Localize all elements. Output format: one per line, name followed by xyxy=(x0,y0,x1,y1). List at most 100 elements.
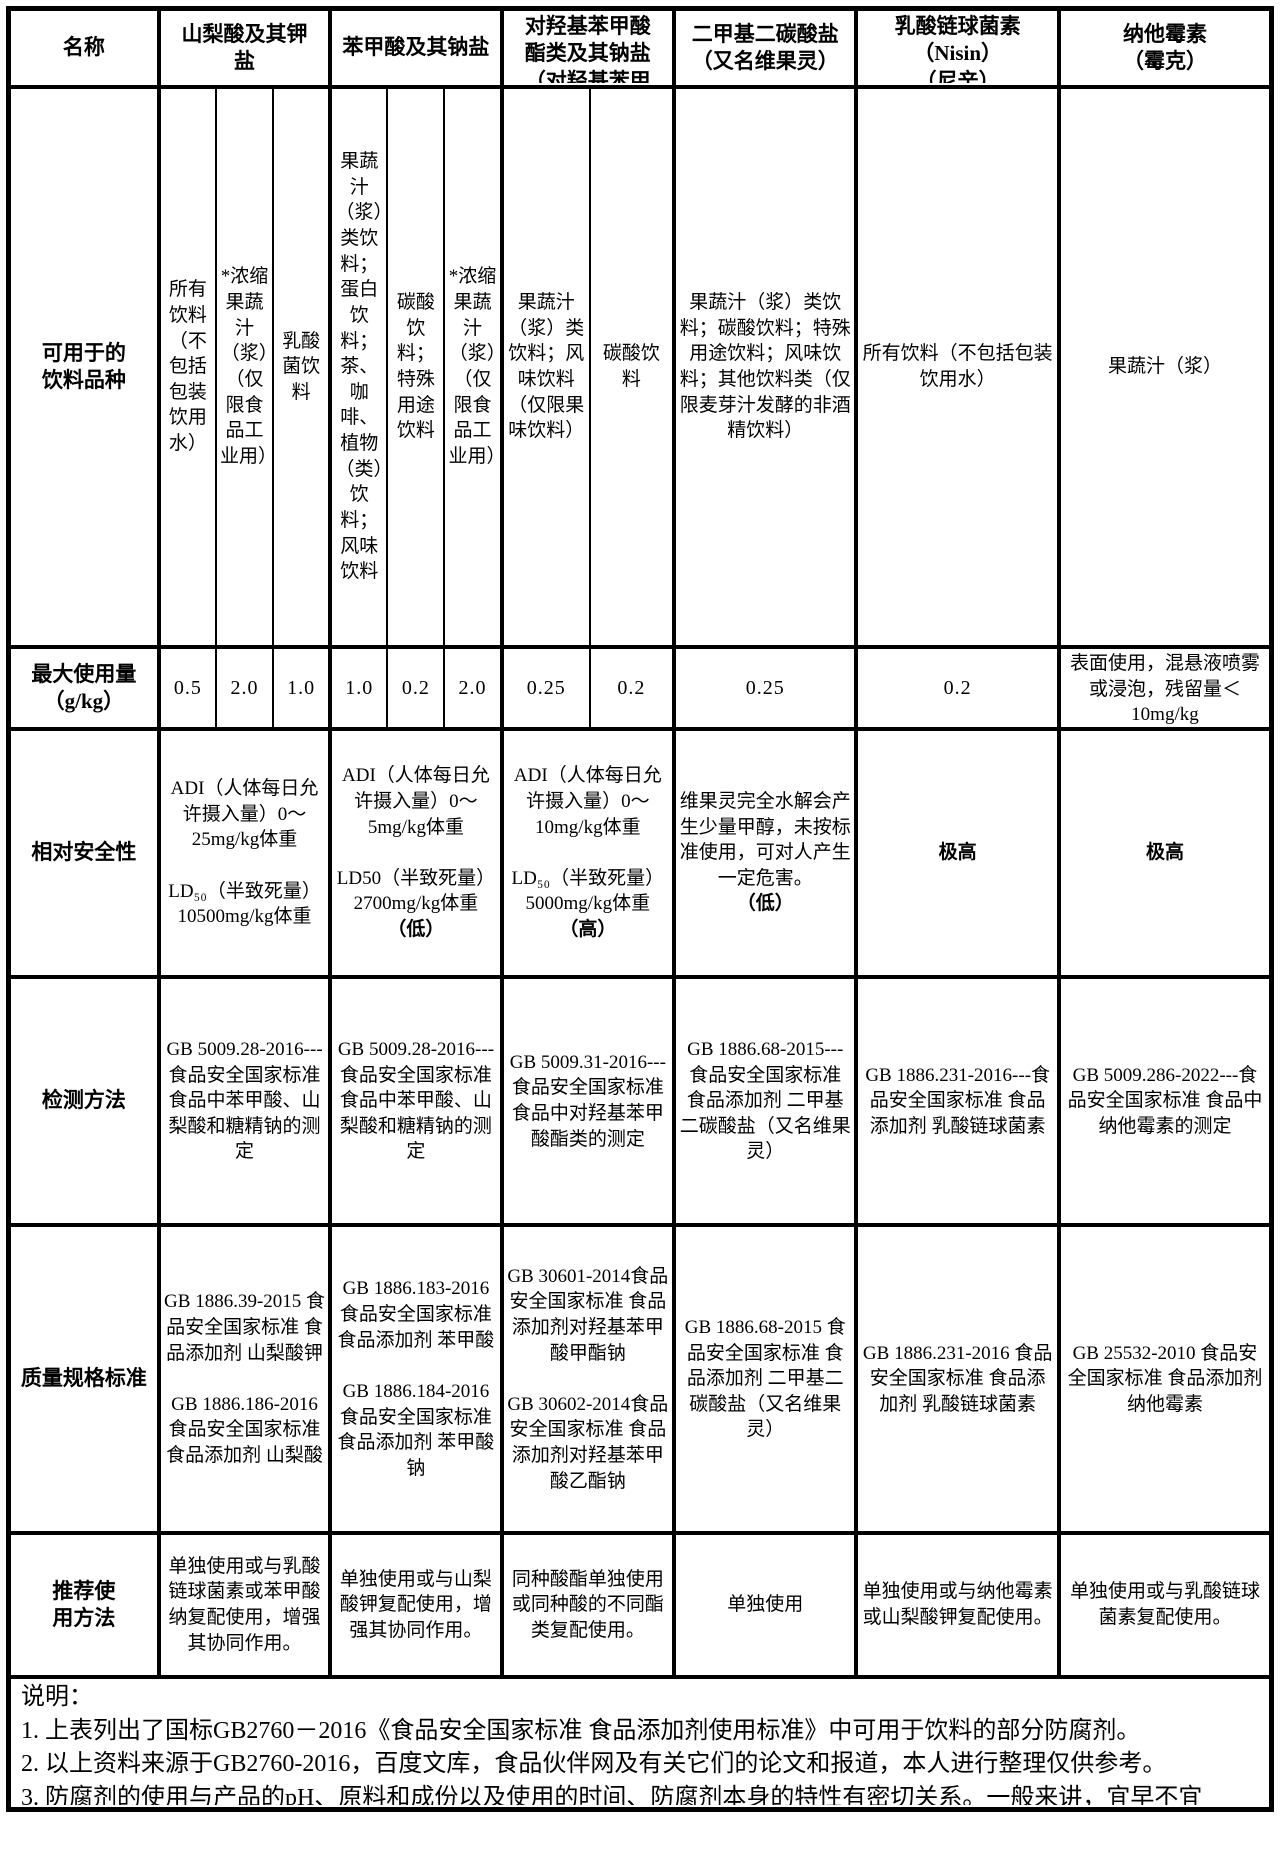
cell-text: GB 1886.183-2016 食品安全国家标准 食品添加剂 苯甲酸 GB 1… xyxy=(337,1278,495,1479)
cell-text: *浓缩果蔬汁（浆）（仅限食品工业用） xyxy=(219,266,269,467)
cell-text: 乳酸菌饮料 xyxy=(282,330,321,403)
row-label-safety-text: 相对安全性 xyxy=(31,840,137,865)
cell-max-usage-dmdc: 0.25 xyxy=(672,645,858,731)
safety-rating: 极高 xyxy=(1145,842,1184,864)
header-group-benzoate: 苯甲酸及其钠盐 xyxy=(328,6,503,89)
header-group-natamycin-label: 纳他霉素 （霉克） xyxy=(1122,21,1207,73)
cell-detection-sorbate: GB 5009.28-2016---食品安全国家标准 食品中苯甲酸、山梨酸和糖精… xyxy=(156,975,332,1227)
header-group-nisin: 乳酸链球菌素 （Nisin） （尼辛） xyxy=(854,6,1060,89)
cell-detection-benzoate: GB 5009.28-2016---食品安全国家标准 食品中苯甲酸、山梨酸和糖精… xyxy=(328,975,503,1227)
note-item: 3. 防腐剂的使用与产品的pH、原料和成份以及使用的时间、防腐剂本身的特性有密切… xyxy=(21,1784,1203,1805)
cell-max-usage-sorbate-2: 2.0 xyxy=(214,645,275,731)
cell-text: 果蔬汁（浆）类饮料；碳酸饮料；特殊用途饮料；风味饮料；其他饮料类（仅限麦芽汁发酵… xyxy=(679,292,851,442)
cell-text: GB 1886.231-2016---食品安全国家标准 食品添加剂 乳酸链球菌素 xyxy=(865,1064,1051,1137)
cell-quality-natamycin: GB 25532-2010 食品安全国家标准 食品添加剂 纳他霉素 xyxy=(1056,1223,1273,1535)
cell-value: 2.0 xyxy=(458,676,487,699)
row-label-max-usage: 最大使用量 （g/kg） xyxy=(7,645,160,731)
notes-row: 说明： 1. 上表列出了国标GB2760－2016《食品安全国家标准 食品添加剂… xyxy=(7,1675,1273,1812)
cell-beverage-sorbate-all: 所有饮料（不包括包装饮用水） xyxy=(156,85,217,649)
notes-section: 说明： 1. 上表列出了国标GB2760－2016《食品安全国家标准 食品添加剂… xyxy=(7,1675,1273,1812)
cell-safety-paraben: ADI（人体每日允许摄入量）0～10mg/kg体重 LD₅₀（半致死量）5000… xyxy=(499,727,676,979)
cell-beverage-benzoate-concentrate: *浓缩果蔬汁（浆）（仅限食品工业用） xyxy=(443,85,503,649)
row-label-usage-text: 推荐使 用方法 xyxy=(52,1578,116,1630)
cell-text: ADI（人体每日允许摄入量）0～10mg/kg体重 LD₅₀（半致死量）5000… xyxy=(511,765,665,915)
cell-value: 1.0 xyxy=(287,676,316,699)
usage-row: 推荐使 用方法 单独使用或与乳酸链球菌素或苯甲酸纳复配使用，增强其协同作用。 单… xyxy=(7,1531,1273,1679)
header-group-dmdc: 二甲基二碳酸盐 （又名维果灵） xyxy=(672,6,858,89)
row-label-beverage-types-text: 可用于的 饮料品种 xyxy=(41,340,126,392)
cell-text: 果蔬汁（浆）类饮料；风味饮料（仅限果味饮料） xyxy=(508,292,585,442)
cell-usage-nisin: 单独使用或与纳他霉素或山梨酸钾复配使用。 xyxy=(854,1531,1060,1679)
row-label-beverage-types: 可用于的 饮料品种 xyxy=(7,85,160,649)
cell-text: 表面使用，混悬液喷雾或浸泡，残留量＜10mg/kg xyxy=(1069,653,1260,725)
row-label-safety: 相对安全性 xyxy=(7,727,160,979)
header-group-paraben-label: 对羟基苯甲酸 酯类及其钠盐 （对羟基苯甲 xyxy=(524,14,651,83)
header-name-cell: 名称 xyxy=(7,6,160,89)
safety-rating: （低） xyxy=(736,893,794,915)
cell-safety-natamycin: 极高 xyxy=(1056,727,1273,979)
cell-beverage-paraben-carbonated: 碳酸饮料 xyxy=(588,85,676,649)
cell-text: 单独使用或与山梨酸钾复配使用，增强其协同作用。 xyxy=(339,1568,492,1641)
cell-max-usage-paraben-1: 0.25 xyxy=(499,645,591,731)
cell-value: 0.2 xyxy=(943,676,972,699)
header-group-paraben: 对羟基苯甲酸 酯类及其钠盐 （对羟基苯甲 xyxy=(499,6,676,89)
beverage-types-row: 可用于的 饮料品种 所有饮料（不包括包装饮用水） *浓缩果蔬汁（浆）（仅限食品工… xyxy=(7,85,1273,649)
preservatives-table: 名称 山梨酸及其钾 盐 苯甲酸及其钠盐 对羟基苯甲酸 酯类及其钠盐 （对羟基苯甲… xyxy=(6,6,1274,1812)
cell-quality-sorbate: GB 1886.39-2015 食品安全国家标准 食品添加剂 山梨酸钾 GB 1… xyxy=(156,1223,332,1535)
cell-text: GB 1886.231-2016 食品安全国家标准 食品添加剂 乳酸链球菌素 xyxy=(862,1342,1053,1415)
cell-max-usage-benzoate-2: 0.2 xyxy=(386,645,446,731)
header-row: 名称 山梨酸及其钾 盐 苯甲酸及其钠盐 对羟基苯甲酸 酯类及其钠盐 （对羟基苯甲… xyxy=(7,6,1273,89)
cell-detection-nisin: GB 1886.231-2016---食品安全国家标准 食品添加剂 乳酸链球菌素 xyxy=(854,975,1060,1227)
max-usage-row: 最大使用量 （g/kg） 0.5 2.0 1.0 1.0 0.2 2.0 0.2… xyxy=(7,645,1273,731)
cell-max-usage-paraben-2: 0.2 xyxy=(588,645,676,731)
cell-text: GB 5009.31-2016---食品安全国家标准 食品中对羟基苯甲酸酯类的测… xyxy=(509,1051,666,1150)
cell-usage-dmdc: 单独使用 xyxy=(672,1531,858,1679)
cell-max-usage-sorbate-3: 1.0 xyxy=(272,645,332,731)
cell-value: 0.2 xyxy=(617,676,646,699)
row-label-quality-text: 质量规格标准 xyxy=(20,1366,147,1391)
cell-usage-benzoate: 单独使用或与山梨酸钾复配使用，增强其协同作用。 xyxy=(328,1531,503,1679)
cell-usage-natamycin: 单独使用或与乳酸链球菌素复配使用。 xyxy=(1056,1531,1273,1679)
note-item: 1. 上表列出了国标GB2760－2016《食品安全国家标准 食品添加剂使用标准… xyxy=(21,1717,1141,1744)
cell-detection-natamycin: GB 5009.286-2022---食品安全国家标准 食品中纳他霉素的测定 xyxy=(1056,975,1273,1227)
cell-max-usage-natamycin: 表面使用，混悬液喷雾或浸泡，残留量＜10mg/kg xyxy=(1056,645,1273,731)
cell-detection-dmdc: GB 1886.68-2015---食品安全国家标准 食品添加剂 二甲基二碳酸盐… xyxy=(672,975,858,1227)
cell-text: GB 1886.68-2015---食品安全国家标准 食品添加剂 二甲基二碳酸盐… xyxy=(679,1038,851,1163)
cell-text: GB 1886.39-2015 食品安全国家标准 食品添加剂 山梨酸钾 GB 1… xyxy=(164,1291,326,1467)
cell-safety-dmdc: 维果灵完全水解会产生少量甲醇，未按标准使用，可对人产生一定危害。 （低） xyxy=(672,727,858,979)
header-group-dmdc-label: 二甲基二碳酸盐 （又名维果灵） xyxy=(691,21,839,73)
cell-text: 同种酸酯单独使用或同种酸的不同酯类复配使用。 xyxy=(511,1568,664,1641)
quality-row: 质量规格标准 GB 1886.39-2015 食品安全国家标准 食品添加剂 山梨… xyxy=(7,1223,1273,1535)
header-group-natamycin: 纳他霉素 （霉克） xyxy=(1056,6,1273,89)
note-item: 2. 以上资料来源于GB2760-2016，百度文库，食品伙伴网及有关它们的论文… xyxy=(21,1751,1167,1778)
cell-quality-dmdc: GB 1886.68-2015 食品安全国家标准 食品添加剂 二甲基二碳酸盐（又… xyxy=(672,1223,858,1535)
header-group-sorbate: 山梨酸及其钾 盐 xyxy=(156,6,332,89)
cell-value: 0.25 xyxy=(745,676,785,699)
cell-text: GB 30601-2014食品安全国家标准 食品添加剂对羟基苯甲酸甲酯钠 GB … xyxy=(507,1265,669,1492)
row-label-detection: 检测方法 xyxy=(7,975,160,1227)
cell-text: *浓缩果蔬汁（浆）（仅限食品工业用） xyxy=(448,266,497,467)
header-name-label: 名称 xyxy=(62,35,105,60)
cell-beverage-benzoate-carbonated: 碳酸饮料；特殊用途饮料 xyxy=(386,85,446,649)
cell-text: 果蔬汁（浆） xyxy=(1107,356,1222,378)
safety-rating: 极高 xyxy=(938,842,977,864)
cell-max-usage-benzoate-1: 1.0 xyxy=(328,645,389,731)
cell-value: 2.0 xyxy=(230,676,259,699)
row-label-max-usage-text: 最大使用量 （g/kg） xyxy=(31,661,137,713)
cell-max-usage-benzoate-3: 2.0 xyxy=(443,645,503,731)
header-group-sorbate-label: 山梨酸及其钾 盐 xyxy=(181,21,308,73)
cell-safety-sorbate: ADI（人体每日允许摄入量）0～25mg/kg体重 LD₅₀（半致死量）1050… xyxy=(156,727,332,979)
cell-text: GB 5009.286-2022---食品安全国家标准 食品中纳他霉素的测定 xyxy=(1067,1064,1263,1137)
cell-value: 1.0 xyxy=(345,676,374,699)
cell-beverage-benzoate-juice: 果蔬汁（浆）类饮料；蛋白饮料；茶、咖啡、植物（类）饮料；风味饮料 xyxy=(328,85,389,649)
cell-text: ADI（人体每日允许摄入量）0～5mg/kg体重 LD50（半致死量）2700m… xyxy=(336,765,496,915)
cell-text: 单独使用或与乳酸链球菌素或苯甲酸纳复配使用，增强其协同作用。 xyxy=(168,1555,321,1654)
header-group-benzoate-label: 苯甲酸及其钠盐 xyxy=(342,35,490,60)
notes-title: 说明： xyxy=(21,1684,93,1710)
cell-detection-paraben: GB 5009.31-2016---食品安全国家标准 食品中对羟基苯甲酸酯类的测… xyxy=(499,975,676,1227)
detection-row: 检测方法 GB 5009.28-2016---食品安全国家标准 食品中苯甲酸、山… xyxy=(7,975,1273,1227)
cell-quality-paraben: GB 30601-2014食品安全国家标准 食品添加剂对羟基苯甲酸甲酯钠 GB … xyxy=(499,1223,676,1535)
cell-text: ADI（人体每日允许摄入量）0～25mg/kg体重 LD₅₀（半致死量）1050… xyxy=(168,778,321,928)
cell-text: 单独使用 xyxy=(727,1594,804,1616)
row-label-quality: 质量规格标准 xyxy=(7,1223,160,1535)
